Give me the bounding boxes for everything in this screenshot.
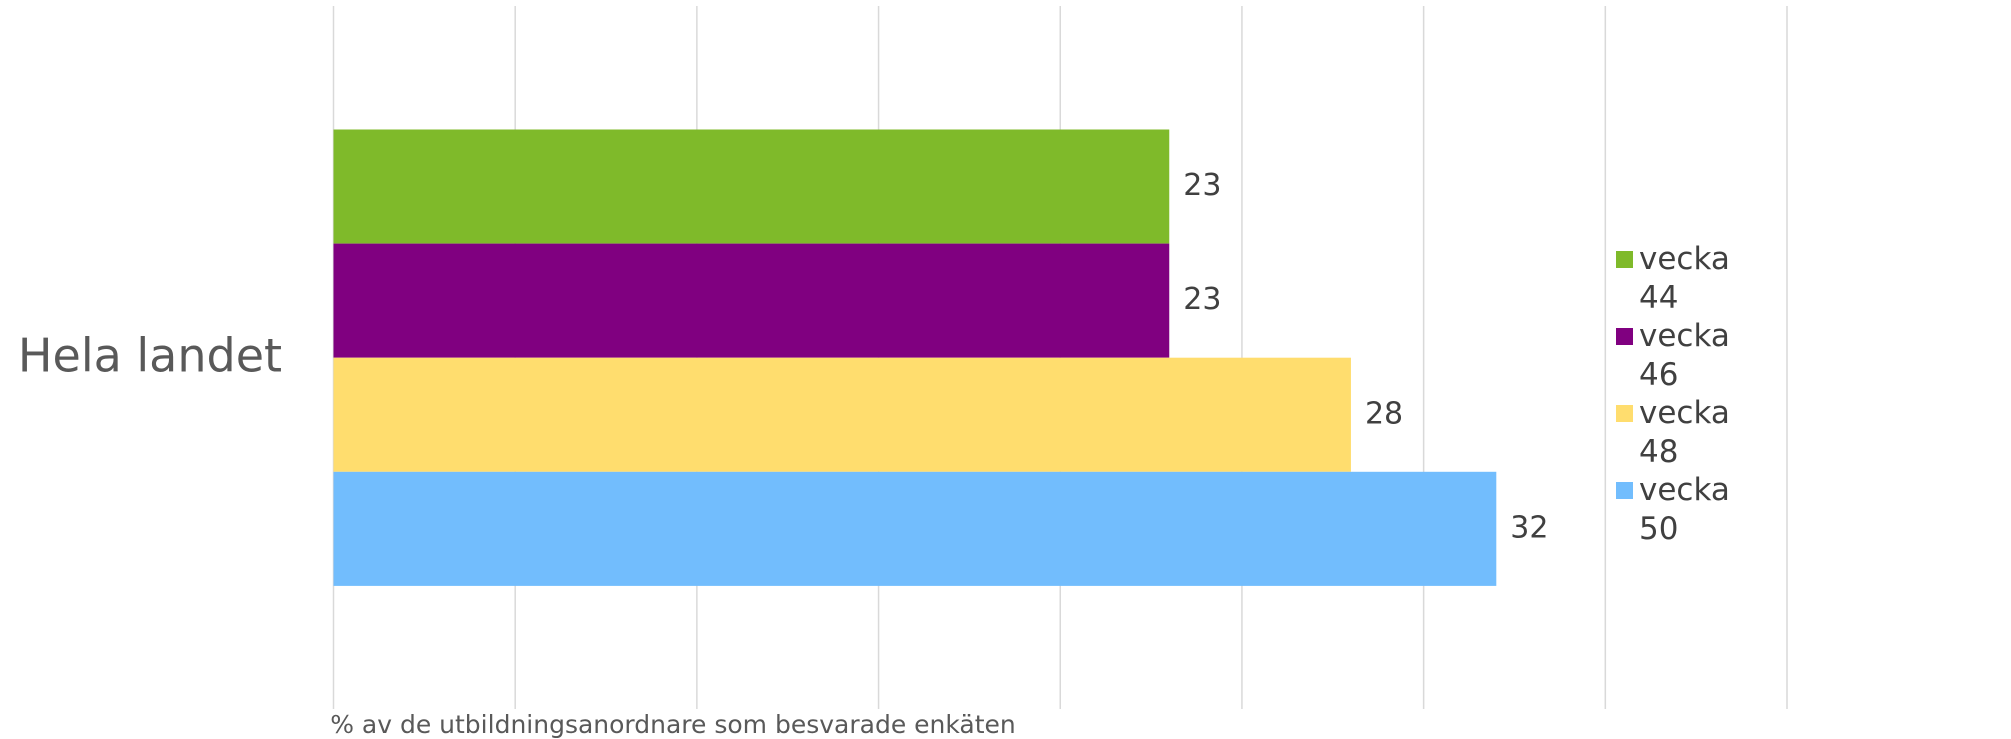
legend-swatch — [1616, 482, 1633, 499]
legend: vecka 44 vecka 46 vecka 48 vecka 50 — [1616, 240, 1749, 548]
legend-label: vecka 50 — [1639, 472, 1730, 547]
bar — [333, 129, 1170, 244]
legend-label: vecka 48 — [1639, 395, 1730, 470]
category-label: Hela landet — [18, 329, 282, 383]
data-label: 23 — [1183, 282, 1221, 317]
x-axis-title: % av de utbildningsanordnare som besvara… — [330, 710, 1016, 739]
legend-label: vecka 44 — [1639, 241, 1730, 316]
legend-item: vecka 46 — [1616, 317, 1749, 394]
data-label: 23 — [1183, 168, 1221, 203]
bar — [333, 357, 1351, 472]
legend-swatch — [1616, 328, 1633, 345]
legend-label: vecka 46 — [1639, 318, 1730, 393]
bar — [333, 471, 1497, 586]
legend-item: vecka 44 — [1616, 240, 1749, 317]
legend-swatch — [1616, 251, 1633, 268]
bar — [333, 243, 1170, 358]
legend-item: vecka 48 — [1616, 394, 1749, 471]
legend-item: vecka 50 — [1616, 471, 1749, 548]
data-label: 32 — [1510, 510, 1548, 545]
legend-swatch — [1616, 405, 1633, 422]
data-label: 28 — [1365, 396, 1403, 431]
